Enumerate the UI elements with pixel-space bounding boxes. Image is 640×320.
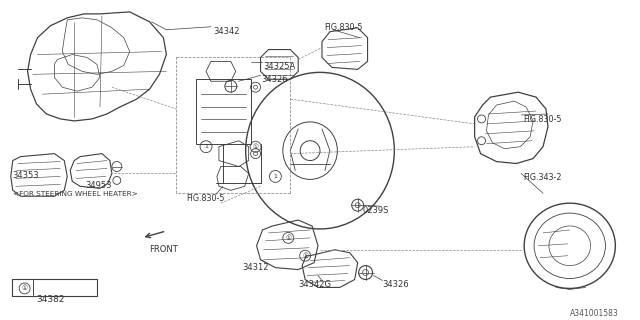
Text: 34353: 34353 <box>13 172 40 180</box>
Text: FIG.830-5: FIG.830-5 <box>324 23 362 32</box>
Text: 34953: 34953 <box>85 181 111 190</box>
Text: ①: ① <box>22 285 28 292</box>
Text: FIG.830-5: FIG.830-5 <box>523 115 562 124</box>
Text: 34382: 34382 <box>36 295 65 304</box>
Text: 34342G: 34342G <box>298 281 331 290</box>
Text: 34326: 34326 <box>383 281 409 290</box>
Text: FRONT: FRONT <box>150 245 179 254</box>
Text: 0239S: 0239S <box>363 206 389 215</box>
Text: 34326: 34326 <box>262 75 288 84</box>
Text: ①: ① <box>285 235 291 241</box>
Text: ①: ① <box>302 253 308 259</box>
Text: 34312: 34312 <box>243 263 269 272</box>
Text: 1: 1 <box>204 144 208 149</box>
Text: <FOR STEERING WHEEL HEATER>: <FOR STEERING WHEEL HEATER> <box>13 191 138 197</box>
Text: FIG.343-2: FIG.343-2 <box>523 173 562 182</box>
Text: 34342: 34342 <box>213 27 239 36</box>
Text: ①: ① <box>253 144 259 150</box>
Text: 1: 1 <box>273 174 277 179</box>
Text: FIG.830-5: FIG.830-5 <box>186 194 225 203</box>
Text: 34325A: 34325A <box>264 62 296 71</box>
Text: A341001583: A341001583 <box>570 309 618 318</box>
